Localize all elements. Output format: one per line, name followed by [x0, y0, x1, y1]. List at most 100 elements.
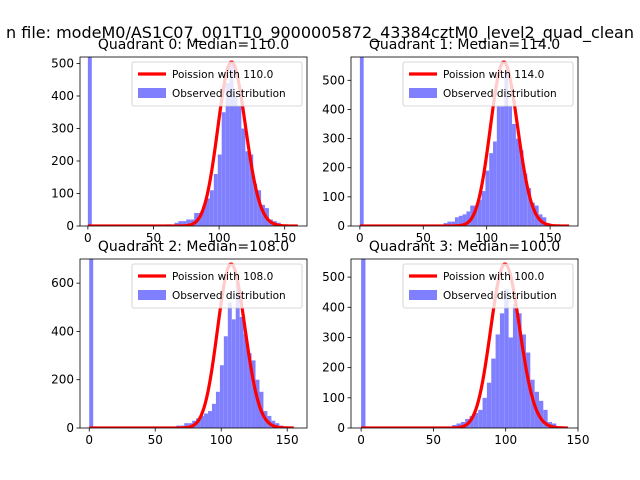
- legend-bar-swatch: [409, 88, 437, 98]
- histogram-bar: [257, 190, 262, 226]
- x-tick-label: 150: [539, 231, 562, 245]
- histogram-bar: [495, 334, 500, 428]
- histogram-bar: [227, 302, 232, 428]
- histogram-bar: [517, 313, 522, 428]
- histogram-bar: [213, 174, 218, 226]
- y-tick-label: 300: [51, 122, 74, 136]
- legend-bar-swatch: [409, 290, 437, 300]
- histogram-bar: [451, 221, 455, 226]
- x-tick-label: 0: [356, 231, 364, 245]
- histogram-bar: [447, 221, 452, 226]
- y-tick-label: 0: [337, 421, 345, 435]
- legend-label-poisson: Poission with 114.0: [443, 69, 544, 81]
- histogram-bar: [261, 204, 266, 226]
- histogram-bar: [543, 409, 548, 428]
- y-tick-label: 200: [51, 373, 74, 387]
- histogram-bar: [500, 106, 505, 226]
- histogram-bar: [198, 213, 203, 226]
- subplot-title: Quadrant 3: Median=100.0: [369, 239, 560, 255]
- histogram-bar: [496, 106, 501, 226]
- y-tick-label: 100: [322, 391, 345, 405]
- y-tick-label: 400: [322, 102, 345, 116]
- legend-bar-swatch: [138, 88, 166, 98]
- y-tick-label: 300: [322, 132, 345, 146]
- histogram-bar: [477, 199, 482, 226]
- legend-label-poisson: Poission with 100.0: [443, 271, 544, 283]
- histogram-bar: [359, 57, 364, 226]
- histogram-bar: [512, 304, 518, 428]
- legend-box: [131, 61, 303, 107]
- histogram-bar: [174, 222, 179, 226]
- y-tick-label: 100: [322, 190, 345, 204]
- x-tick-label: 100: [210, 433, 233, 447]
- subplot-title: Quadrant 0: Median=110.0: [98, 37, 289, 53]
- x-tick-label: 0: [357, 433, 365, 447]
- histogram-bar: [225, 83, 230, 226]
- plot-area: [359, 57, 570, 226]
- histogram-bar: [504, 71, 509, 226]
- histogram-bar: [87, 57, 92, 226]
- x-tick-label: 0: [85, 433, 93, 447]
- histogram-bar: [208, 411, 212, 428]
- histogram-bar: [211, 403, 216, 428]
- histogram-bar: [251, 360, 256, 428]
- poisson-curve: [359, 60, 570, 226]
- histogram-bar: [200, 415, 205, 428]
- x-tick-label: 150: [273, 231, 296, 245]
- histogram-bar: [504, 289, 509, 428]
- histogram-bar: [508, 337, 513, 428]
- y-tick-label: 200: [322, 361, 345, 375]
- plot-area: [360, 259, 569, 428]
- histogram-bar: [243, 333, 248, 428]
- histogram-bar: [474, 205, 478, 226]
- figure-suptitle: n file: modeM0/AS1C07_001T10_9000005872_…: [6, 23, 634, 42]
- axes-frame: [350, 56, 579, 227]
- histogram-bar: [186, 219, 191, 226]
- x-tick-label: 150: [567, 433, 590, 447]
- quadrant-1-chart: 0 50 100 150 0 100 200 300 400 500 Quadrant 1: Med…: [322, 37, 579, 245]
- y-tick-label: 400: [51, 89, 74, 103]
- quadrant-0-chart: 0 50 100 150 0 100 200 300 400 500 Quadrant 0: Med…: [51, 37, 308, 245]
- histogram-bar: [205, 198, 210, 226]
- histogram-bar: [239, 316, 244, 428]
- histogram-bar: [361, 259, 366, 428]
- histogram-bar: [469, 415, 474, 428]
- histogram-bar: [458, 215, 463, 226]
- legend-label-observed: Observed distribution: [443, 290, 557, 302]
- axes-frame: [350, 258, 579, 429]
- y-tick-label: 0: [337, 219, 345, 233]
- histogram-bar: [531, 202, 535, 226]
- histogram-bar: [489, 153, 494, 226]
- y-tick-label: 200: [322, 161, 345, 175]
- y-tick-label: 0: [66, 219, 74, 233]
- histogram-bar: [519, 150, 524, 226]
- legend-box: [402, 61, 574, 107]
- histogram-bar: [237, 105, 242, 226]
- histogram-bar: [523, 173, 528, 226]
- histogram-bar: [486, 382, 492, 428]
- histogram-bar: [515, 138, 520, 226]
- histogram-bar: [462, 214, 467, 226]
- legend-bar-swatch: [138, 290, 166, 300]
- x-tick-label: 50: [416, 231, 431, 245]
- histogram-bar: [538, 400, 544, 428]
- legend-label-observed: Observed distribution: [443, 88, 557, 100]
- histogram-bar: [249, 154, 254, 226]
- histogram-bar: [253, 183, 258, 226]
- histogram-bar: [482, 397, 487, 428]
- legend-box: [131, 263, 303, 309]
- histogram-bar: [235, 283, 240, 428]
- histogram-bar: [241, 128, 246, 226]
- histogram-bar: [89, 259, 94, 428]
- x-tick-label: 50: [146, 231, 161, 245]
- y-tick-label: 400: [51, 324, 74, 338]
- x-tick-label: 100: [475, 231, 498, 245]
- y-tick-label: 100: [51, 187, 74, 201]
- y-tick-label: 400: [322, 300, 345, 314]
- histogram-bar: [204, 413, 209, 428]
- x-tick-label: 0: [84, 231, 92, 245]
- legend-label-observed: Observed distribution: [172, 290, 286, 302]
- histogram-bar: [182, 221, 187, 226]
- x-tick-label: 50: [426, 433, 441, 447]
